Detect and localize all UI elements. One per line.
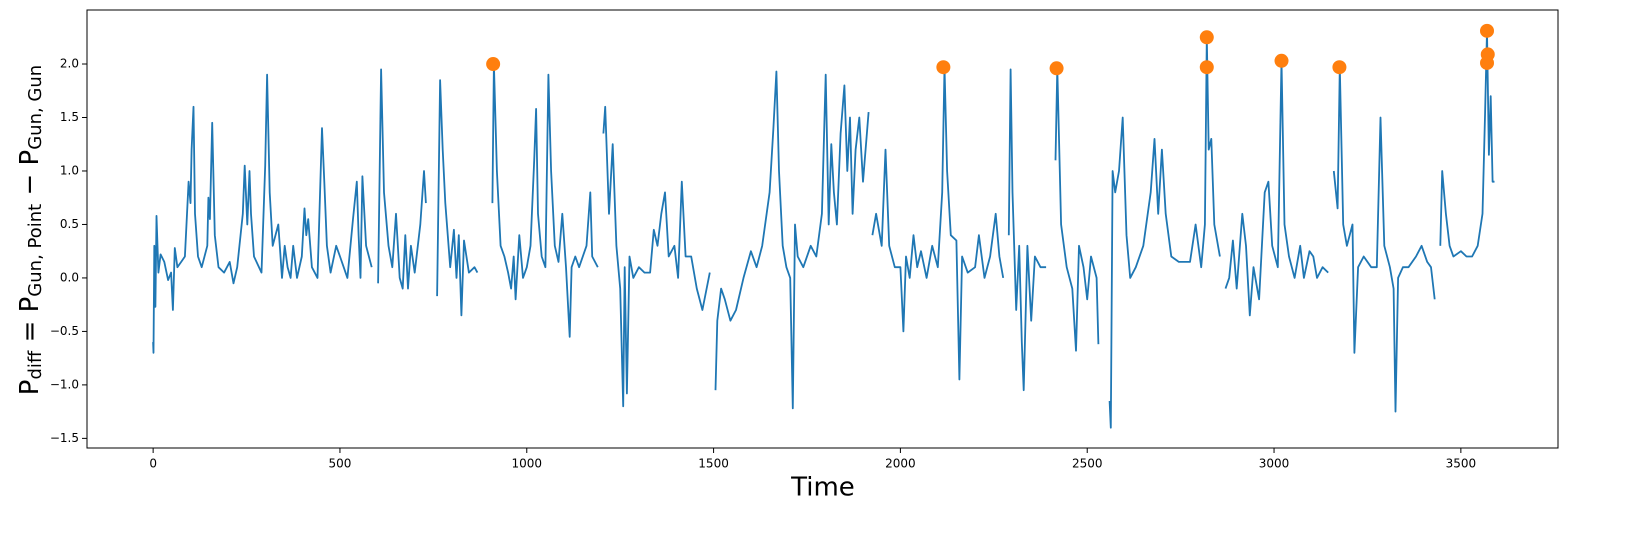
y-tick-label: −1.0 bbox=[50, 377, 79, 391]
y-label-sub: Gun, Gun bbox=[25, 65, 46, 150]
x-tick-label: 2500 bbox=[1072, 457, 1103, 471]
y-label-sub: Gun, Point bbox=[25, 204, 46, 297]
x-axis-label: Time bbox=[790, 473, 855, 503]
data-point bbox=[1199, 60, 1214, 75]
x-tick-label: 3500 bbox=[1446, 457, 1477, 471]
data-point bbox=[1199, 30, 1214, 45]
y-tick-label: −1.5 bbox=[50, 431, 79, 445]
data-point bbox=[1332, 60, 1347, 75]
x-tick-label: 0 bbox=[149, 457, 157, 471]
x-tick-label: 500 bbox=[328, 457, 351, 471]
data-point bbox=[1274, 53, 1289, 68]
y-label-sub: diff bbox=[25, 350, 46, 379]
y-label-part: − P bbox=[15, 150, 45, 204]
y-tick-label: 0.5 bbox=[60, 217, 79, 231]
data-point bbox=[1480, 55, 1495, 70]
y-label-part: P bbox=[15, 380, 45, 396]
x-tick-label: 3000 bbox=[1259, 457, 1290, 471]
data-point bbox=[486, 57, 501, 72]
y-tick-label: 0.0 bbox=[60, 270, 79, 284]
y-tick-label: 1.5 bbox=[60, 110, 79, 124]
data-line bbox=[152, 30, 1495, 429]
x-tick-label: 2000 bbox=[885, 457, 916, 471]
y-tick-label: 2.0 bbox=[60, 57, 79, 71]
y-label-part: = P bbox=[15, 297, 45, 351]
plot-frame bbox=[86, 9, 1559, 449]
y-tick-label: 1.0 bbox=[60, 163, 79, 177]
data-point bbox=[1049, 61, 1064, 76]
y-tick-label: −0.5 bbox=[50, 324, 79, 338]
data-point bbox=[1480, 23, 1495, 38]
x-tick-label: 1000 bbox=[511, 457, 542, 471]
x-tick-label: 1500 bbox=[698, 457, 729, 471]
data-point bbox=[936, 60, 951, 75]
y-axis-label: Pdiff = PGun, Point − PGun, Gun bbox=[15, 65, 47, 395]
